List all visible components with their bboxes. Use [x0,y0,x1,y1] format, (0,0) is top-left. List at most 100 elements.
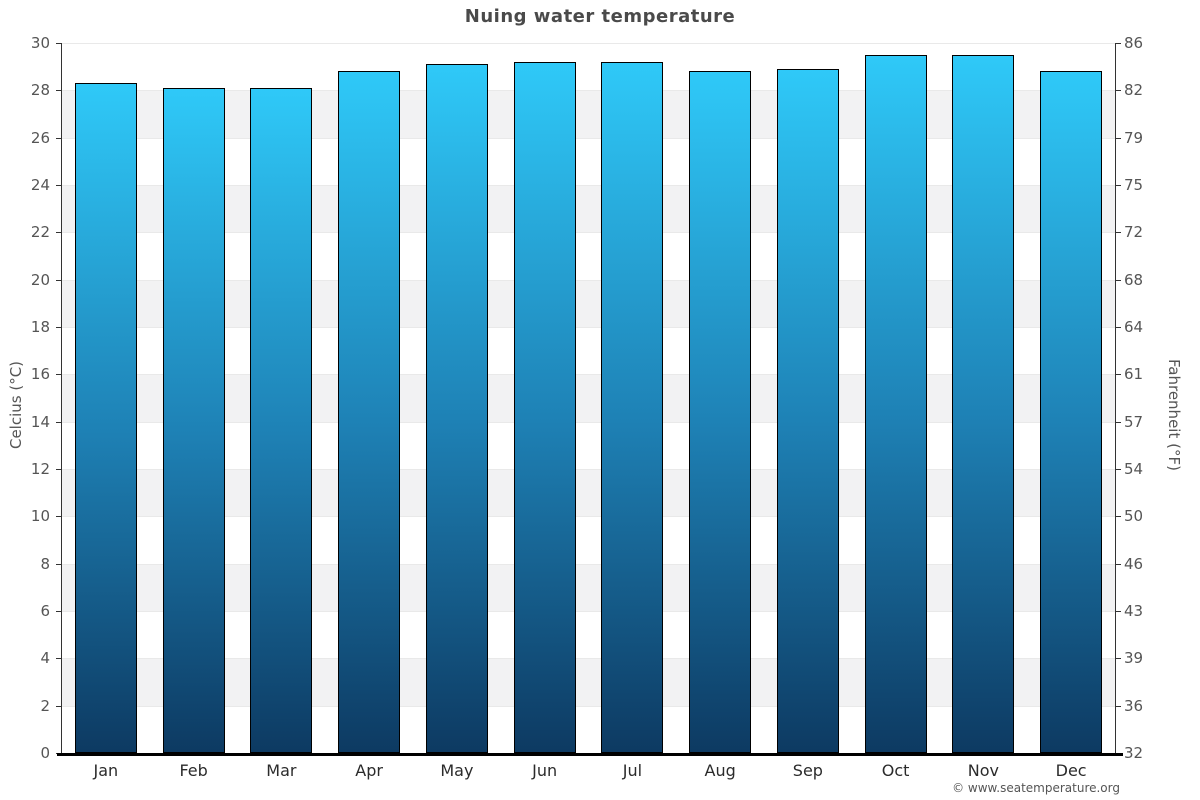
y-tick-label-fahrenheit-61: 61 [1124,365,1144,384]
left-axis-tick [56,137,62,139]
x-tick-label-apr: Apr [355,761,383,780]
right-axis-tick [1115,563,1121,565]
bar-dec[interactable] [1040,71,1103,753]
y-tick-label-celsius-30: 30 [30,34,50,52]
bar-mar[interactable] [250,87,313,753]
x-tick-label-may: May [440,761,474,780]
y-tick-label-fahrenheit-32: 32 [1124,744,1144,762]
y-tick-label-fahrenheit-79: 79 [1124,128,1144,147]
bar-jun[interactable] [513,61,576,753]
right-axis-tick [1115,374,1121,376]
y-tick-label-celsius-28: 28 [30,81,50,100]
y-tick-label-celsius-20: 20 [30,270,50,289]
right-axis-tick [1115,90,1121,92]
left-axis-tick [56,705,62,707]
x-tick-label-dec: Dec [1055,761,1087,780]
bar-jan[interactable] [74,83,137,753]
copyright-watermark: © www.seatemperature.org [952,781,1120,795]
bar-oct[interactable] [864,54,927,753]
fahrenheit-axis-title: Fahrenheit (°F) [1165,359,1183,471]
x-tick-label-nov: Nov [967,761,999,780]
right-axis-tick [1115,516,1121,518]
right-axis-tick [1115,327,1121,328]
x-tick-label-oct: Oct [881,761,910,780]
grid-band [62,90,1115,138]
left-axis-tick [56,90,62,92]
x-tick-label-sep: Sep [792,761,823,780]
y-tick-label-fahrenheit-46: 46 [1124,554,1144,573]
right-axis-tick [1115,611,1121,612]
left-axis-line [61,43,62,753]
y-tick-label-celsius-4: 4 [40,649,50,668]
y-tick-label-fahrenheit-57: 57 [1124,412,1144,431]
y-tick-label-fahrenheit-39: 39 [1124,649,1144,668]
x-tick-label-jan: Jan [93,761,119,780]
left-axis-tick [56,516,62,518]
x-tick-label-jul: Jul [622,761,643,780]
y-tick-label-fahrenheit-43: 43 [1124,602,1144,620]
y-tick-label-fahrenheit-36: 36 [1124,696,1144,715]
left-axis-tick [56,279,62,281]
left-axis-tick [56,327,62,328]
y-tick-label-celsius-2: 2 [40,696,50,715]
right-axis-tick [1115,43,1121,44]
bar-may[interactable] [425,64,488,753]
left-axis-tick [56,421,62,423]
x-tick-label-jun: Jun [532,761,558,780]
y-tick-label-celsius-10: 10 [30,507,50,526]
x-axis-baseline [57,753,1123,756]
grid-band [62,516,1115,564]
left-axis-tick [56,563,62,565]
y-tick-label-fahrenheit-68: 68 [1124,270,1144,289]
grid-band [62,279,1115,327]
y-tick-label-celsius-24: 24 [30,176,50,194]
grid-band [62,232,1115,280]
left-axis-tick [56,185,62,186]
y-tick-label-fahrenheit-86: 86 [1124,34,1144,52]
y-tick-label-celsius-16: 16 [30,365,50,384]
grid-band [62,658,1115,706]
grid-band [62,705,1115,753]
left-axis-tick [56,658,62,660]
right-axis-tick [1115,279,1121,281]
y-tick-label-celsius-14: 14 [30,412,50,431]
grid-band [62,327,1115,375]
y-tick-label-fahrenheit-75: 75 [1124,176,1144,194]
y-tick-label-celsius-22: 22 [30,223,50,242]
y-tick-label-celsius-0: 0 [40,744,50,762]
right-axis-line [1115,43,1116,753]
grid-band [62,137,1115,185]
grid-band [62,469,1115,517]
left-axis-tick [56,374,62,376]
grid-band [62,421,1115,469]
y-tick-label-celsius-8: 8 [40,554,50,573]
bar-feb[interactable] [162,87,225,753]
y-tick-label-celsius-6: 6 [40,602,50,620]
y-tick-label-fahrenheit-72: 72 [1124,223,1144,242]
left-axis-tick [56,469,62,470]
bar-jul[interactable] [601,61,664,753]
left-axis-tick [56,232,62,234]
x-tick-label-feb: Feb [179,761,208,780]
grid-band [62,374,1115,422]
left-axis-tick [56,611,62,612]
bar-nov[interactable] [952,54,1015,753]
y-tick-label-fahrenheit-64: 64 [1124,318,1144,336]
grid-band [62,611,1115,659]
left-axis-tick [56,43,62,44]
grid-band [62,563,1115,611]
right-axis-tick [1115,705,1121,707]
bar-aug[interactable] [689,71,752,753]
right-axis-tick [1115,232,1121,234]
y-tick-label-fahrenheit-50: 50 [1124,507,1144,526]
right-axis-tick [1115,469,1121,470]
y-tick-label-celsius-12: 12 [30,460,50,478]
y-tick-label-fahrenheit-82: 82 [1124,81,1144,100]
y-tick-label-celsius-26: 26 [30,128,50,147]
grid-band [62,43,1115,91]
bar-apr[interactable] [338,71,401,753]
right-axis-tick [1115,185,1121,186]
bar-sep[interactable] [776,69,839,753]
chart-title: Nuing water temperature [464,6,736,27]
